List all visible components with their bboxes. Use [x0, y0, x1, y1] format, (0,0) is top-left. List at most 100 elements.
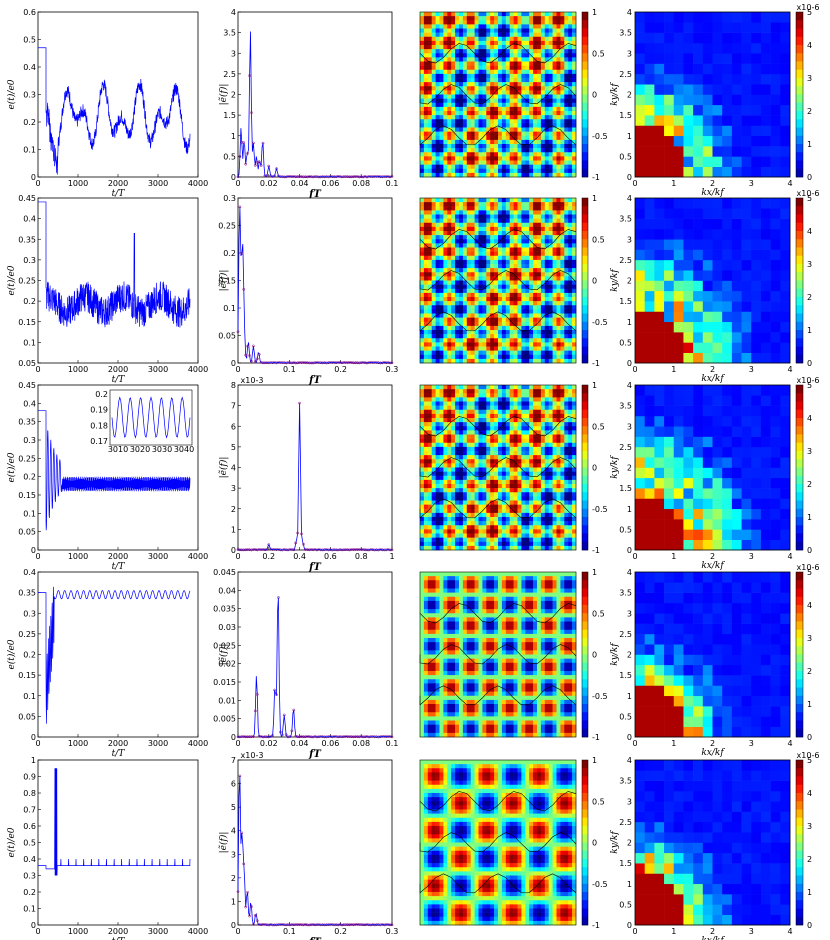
field-cell: [451, 358, 456, 364]
field-cell: [451, 537, 456, 543]
field-cell: [423, 338, 429, 343]
field-cell: [556, 16, 561, 21]
field-cell: [494, 325, 499, 331]
field-cell: [466, 413, 471, 419]
field-cell: [431, 90, 436, 95]
spectrum-marker: [236, 175, 240, 179]
field-cell: [537, 247, 542, 252]
field-cell: [494, 517, 499, 522]
field-cell: [447, 525, 452, 530]
field-cell: [540, 20, 546, 25]
field-cell: [427, 280, 432, 285]
field-cell: [517, 49, 522, 54]
field-cell: [544, 358, 549, 364]
field-cell: [466, 422, 471, 427]
field-cell: [451, 16, 456, 21]
inset-x-tick-label: 3020: [130, 445, 150, 454]
field-cell: [447, 156, 452, 161]
field-cell: [427, 198, 432, 203]
field-cell: [459, 512, 464, 518]
field-cell: [423, 40, 429, 46]
field-cell: [529, 119, 534, 124]
field-cell: [462, 172, 468, 178]
field-cell: [462, 106, 468, 112]
field-cell: [494, 475, 499, 481]
field-cell: [521, 297, 526, 302]
colorbar-segment: [582, 206, 588, 215]
spectrum-marker: [300, 532, 303, 536]
field-cell: [498, 446, 503, 452]
field-cell: [455, 65, 460, 71]
field-cell: [490, 484, 495, 489]
field-cell: [498, 73, 503, 79]
field-cell: [470, 36, 475, 42]
field-cell: [537, 131, 542, 137]
field-cell: [478, 272, 483, 277]
field-cell: [568, 317, 573, 323]
field-cell: [478, 172, 483, 178]
field-cell: [423, 210, 429, 215]
field-cell: [513, 430, 518, 435]
field-cell: [529, 231, 534, 236]
field-cell: [427, 418, 432, 423]
field-cell: [482, 284, 487, 290]
field-cell: [564, 36, 569, 42]
field-cell: [498, 455, 503, 460]
field-cell: [521, 102, 526, 108]
field-cell: [474, 471, 479, 477]
field-cell: [537, 57, 542, 62]
field-cell: [443, 90, 448, 95]
field-cell: [501, 69, 507, 75]
field-cell: [505, 434, 510, 439]
field-cell: [537, 268, 542, 273]
field-cell: [572, 20, 577, 25]
field-cell: [521, 65, 526, 71]
field-cell: [537, 292, 542, 298]
field-cell: [482, 338, 487, 343]
field-cell: [478, 135, 483, 141]
field-cell: [435, 73, 440, 79]
field-cell: [431, 442, 436, 448]
field-cell: [517, 53, 522, 58]
field-cell: [447, 467, 452, 472]
y-tick-label: 0.4: [23, 399, 36, 408]
field-cell: [462, 102, 468, 108]
spectrum-marker: [257, 352, 261, 356]
field-cell: [498, 537, 503, 543]
field-cell: [420, 397, 425, 402]
field-cell: [498, 127, 503, 132]
y-tick-label: 0.7: [23, 806, 36, 815]
field-cell: [498, 152, 503, 157]
colorbar-segment: [582, 36, 588, 46]
field-cell: [435, 471, 440, 477]
field-cell: [517, 28, 522, 33]
field-cell: [540, 334, 546, 339]
field-cell: [447, 106, 452, 112]
field-cell: [431, 313, 436, 318]
field-cell: [451, 401, 456, 406]
field-cell: [478, 309, 483, 314]
field-cell: [568, 297, 573, 302]
field-cell: [427, 276, 432, 281]
field-cell: [498, 479, 503, 485]
field-cell: [462, 40, 468, 46]
field-cell: [501, 61, 507, 66]
field-cell: [447, 309, 452, 314]
field-cell: [486, 119, 491, 124]
field-cell: [529, 198, 534, 203]
field-cell: [462, 49, 468, 54]
field-cell: [494, 309, 499, 314]
field-cell: [490, 272, 495, 277]
field-cell: [513, 512, 518, 518]
field-cell: [439, 455, 444, 460]
field-cell: [486, 206, 491, 211]
field-cell: [423, 545, 429, 551]
field-cell: [568, 247, 573, 252]
field-cell: [439, 40, 444, 46]
field-cell: [498, 434, 503, 439]
field-cell: [478, 210, 483, 215]
field-cell: [501, 484, 507, 489]
spectrum-marker: [265, 735, 269, 739]
field-cell: [486, 65, 491, 71]
field-cell: [435, 16, 440, 21]
